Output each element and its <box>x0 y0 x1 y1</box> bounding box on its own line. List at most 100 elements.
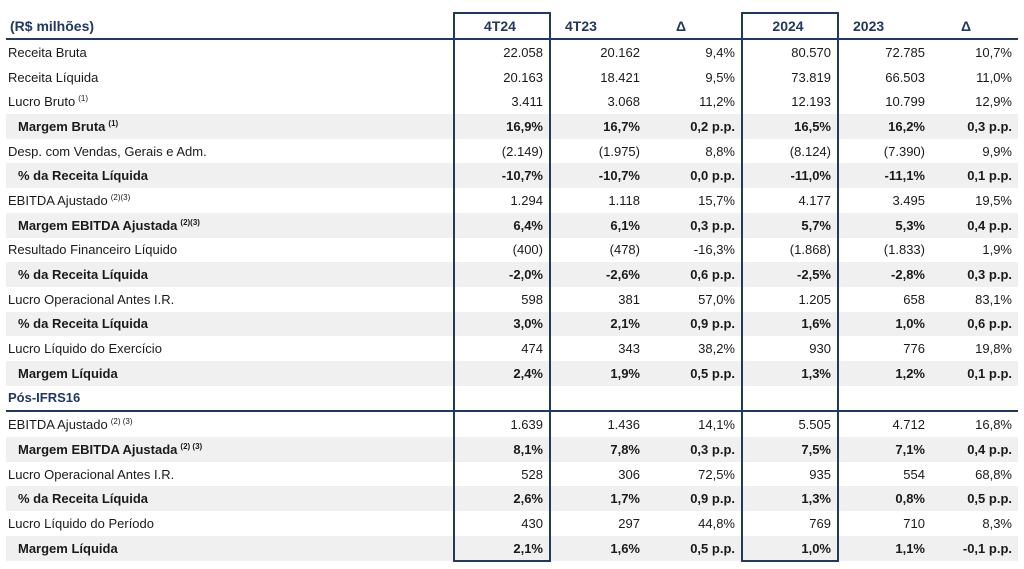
value-cell: 1.118 <box>608 192 640 208</box>
value-cell: 16,2% <box>838 114 931 139</box>
table-row: EBITDA Ajustado (2)(3) 1.294 1.118 15,7% 4.17… <box>6 188 1018 213</box>
footnote-marker: (1) <box>78 94 88 104</box>
value-cell: 0,4 p.p. <box>931 212 1018 238</box>
value-cell: -10,7% <box>453 163 551 189</box>
value-cell <box>453 385 551 413</box>
header-4t24: 4T24 <box>453 12 551 40</box>
row-label: Desp. com Vendas, Gerais e Adm. <box>6 139 454 164</box>
value-cell: 0,9 p.p. <box>646 311 742 337</box>
value-cell: 1.639 <box>453 411 551 437</box>
value-cell: -16,3% <box>693 242 735 258</box>
value-cell: 1,2% <box>838 360 931 386</box>
value-cell: -2,0% <box>453 262 551 287</box>
value-cell: 0,8% <box>838 486 931 512</box>
value-cell: 9,9% <box>982 143 1012 159</box>
value-cell: 19,5% <box>975 192 1012 208</box>
value-cell: 1.294 <box>453 188 551 213</box>
row-label-text: Pós-IFRS16 <box>8 390 81 406</box>
value-cell: (400) <box>453 237 551 263</box>
value-cell: (7.390) <box>883 143 925 159</box>
value-cell: 5,3% <box>838 212 931 238</box>
value-cell: 44,8% <box>698 515 735 531</box>
table-row: Lucro Bruto (1) 3.411 3.068 11,2% 12.193 10.79… <box>6 89 1018 115</box>
row-label: Margem EBITDA Ajustada (2)(3) <box>6 212 454 238</box>
value-cell: 1,9% <box>982 242 1012 258</box>
row-label: Lucro Líquido do Exercício <box>6 336 454 361</box>
footnote-marker: (2)(3) <box>110 192 131 202</box>
row-label: Receita Bruta <box>6 39 454 65</box>
value-cell <box>646 385 742 413</box>
value-cell: 73.819 <box>741 64 839 90</box>
value-cell: 12,9% <box>975 94 1012 110</box>
value-cell: 935 <box>741 461 839 487</box>
value-cell: 930 <box>741 336 839 361</box>
table-row: EBITDA Ajustado (2) (3) 1.639 1.436 14,1% 5.5… <box>6 411 1018 437</box>
header-2024: 2024 <box>741 12 839 40</box>
value-cell: -10,7% <box>550 163 646 189</box>
value-cell: 8,3% <box>982 515 1012 531</box>
value-cell: 0,6 p.p. <box>646 262 742 287</box>
value-cell: 554 <box>903 466 925 482</box>
row-label: Lucro Operacional Antes I.R. <box>6 462 454 487</box>
value-cell: 14,1% <box>698 417 735 433</box>
table-row: Margem Líquida 2,1% 1,6% 0,5 p.p. 1,0% 1,1% -0… <box>6 535 1018 563</box>
value-cell: 598 <box>453 286 551 312</box>
table-row: % da Receita Líquida 3,0% 2,1% 0,9 p.p. 1,6%… <box>6 311 1018 337</box>
value-cell: 0,6 p.p. <box>931 311 1018 337</box>
value-cell: 66.503 <box>885 69 925 85</box>
value-cell: 2,1% <box>550 311 646 337</box>
value-cell: 83,1% <box>975 291 1012 307</box>
value-cell: (1.975) <box>598 143 640 159</box>
value-cell: 7,1% <box>838 437 931 462</box>
value-cell: 0,1 p.p. <box>931 163 1018 189</box>
value-cell: 2,1% <box>453 535 551 563</box>
section-row: Pós-IFRS16 <box>6 385 1018 413</box>
value-cell: 4.177 <box>741 188 839 213</box>
value-cell: 297 <box>618 515 640 531</box>
value-cell: 8,8% <box>705 143 735 159</box>
row-label-text: Lucro Operacional Antes I.R. <box>8 291 175 307</box>
table-row: Lucro Operacional Antes I.R. 598 381 57,0% 1… <box>6 286 1018 312</box>
header-2023: 2023 <box>838 13 931 40</box>
value-cell: 10.799 <box>885 94 925 110</box>
value-cell: -2,8% <box>838 262 931 287</box>
value-cell: 11,2% <box>699 94 735 110</box>
value-cell: 769 <box>741 511 839 536</box>
value-cell: 9,4% <box>705 44 735 60</box>
row-label-text: EBITDA Ajustado <box>8 417 108 433</box>
value-cell: 5.505 <box>741 411 839 437</box>
row-label: EBITDA Ajustado (2) (3) <box>6 411 454 437</box>
table-row: Receita Bruta 22.058 20.162 9,4% 80.570 72.78… <box>6 39 1018 65</box>
row-label-text: % da Receita Líquida <box>18 168 149 184</box>
value-cell: 1,0% <box>741 535 839 563</box>
value-cell: 1,0% <box>838 311 931 337</box>
footnote-marker: (2) (3) <box>180 441 203 451</box>
value-cell: 1,6% <box>550 535 646 562</box>
row-label-text: Margem Bruta <box>18 118 106 134</box>
table-row: Desp. com Vendas, Gerais e Adm. (2.149) (1… <box>6 138 1018 164</box>
value-cell: 7,5% <box>741 437 839 462</box>
value-cell: 20.162 <box>600 44 640 60</box>
value-cell: 0,2 p.p. <box>646 114 742 139</box>
value-cell: (1.833) <box>883 242 925 258</box>
value-cell: 0,3 p.p. <box>931 114 1018 139</box>
value-cell <box>838 385 931 413</box>
row-label: Margem Líquida <box>6 360 454 386</box>
value-cell: 0,3 p.p. <box>646 212 742 238</box>
value-cell: 1,3% <box>741 360 839 386</box>
value-cell: 16,9% <box>453 114 551 139</box>
value-cell: 0,0 p.p. <box>646 163 742 189</box>
table-row: % da Receita Líquida 2,6% 1,7% 0,9 p.p. 1,3%… <box>6 486 1018 512</box>
value-cell: -11,1% <box>838 163 931 189</box>
row-label: Lucro Líquido do Período <box>6 511 454 536</box>
value-cell: 2,6% <box>453 486 551 512</box>
table-row: % da Receita Líquida -10,7% -10,7% 0,0 p.p.… <box>6 163 1018 189</box>
table-row: Lucro Líquido do Exercício 474 343 38,2% 930… <box>6 336 1018 361</box>
row-label-text: % da Receita Líquida <box>18 491 149 507</box>
value-cell: 22.058 <box>453 39 551 65</box>
value-cell: 3.495 <box>892 192 925 208</box>
value-cell: 0,3 p.p. <box>931 262 1018 287</box>
row-label-text: Margem Líquida <box>18 365 118 381</box>
value-cell: 658 <box>903 291 925 307</box>
table-row: Margem EBITDA Ajustada (2)(3) 6,4% 6,1% 0,3 … <box>6 212 1018 238</box>
